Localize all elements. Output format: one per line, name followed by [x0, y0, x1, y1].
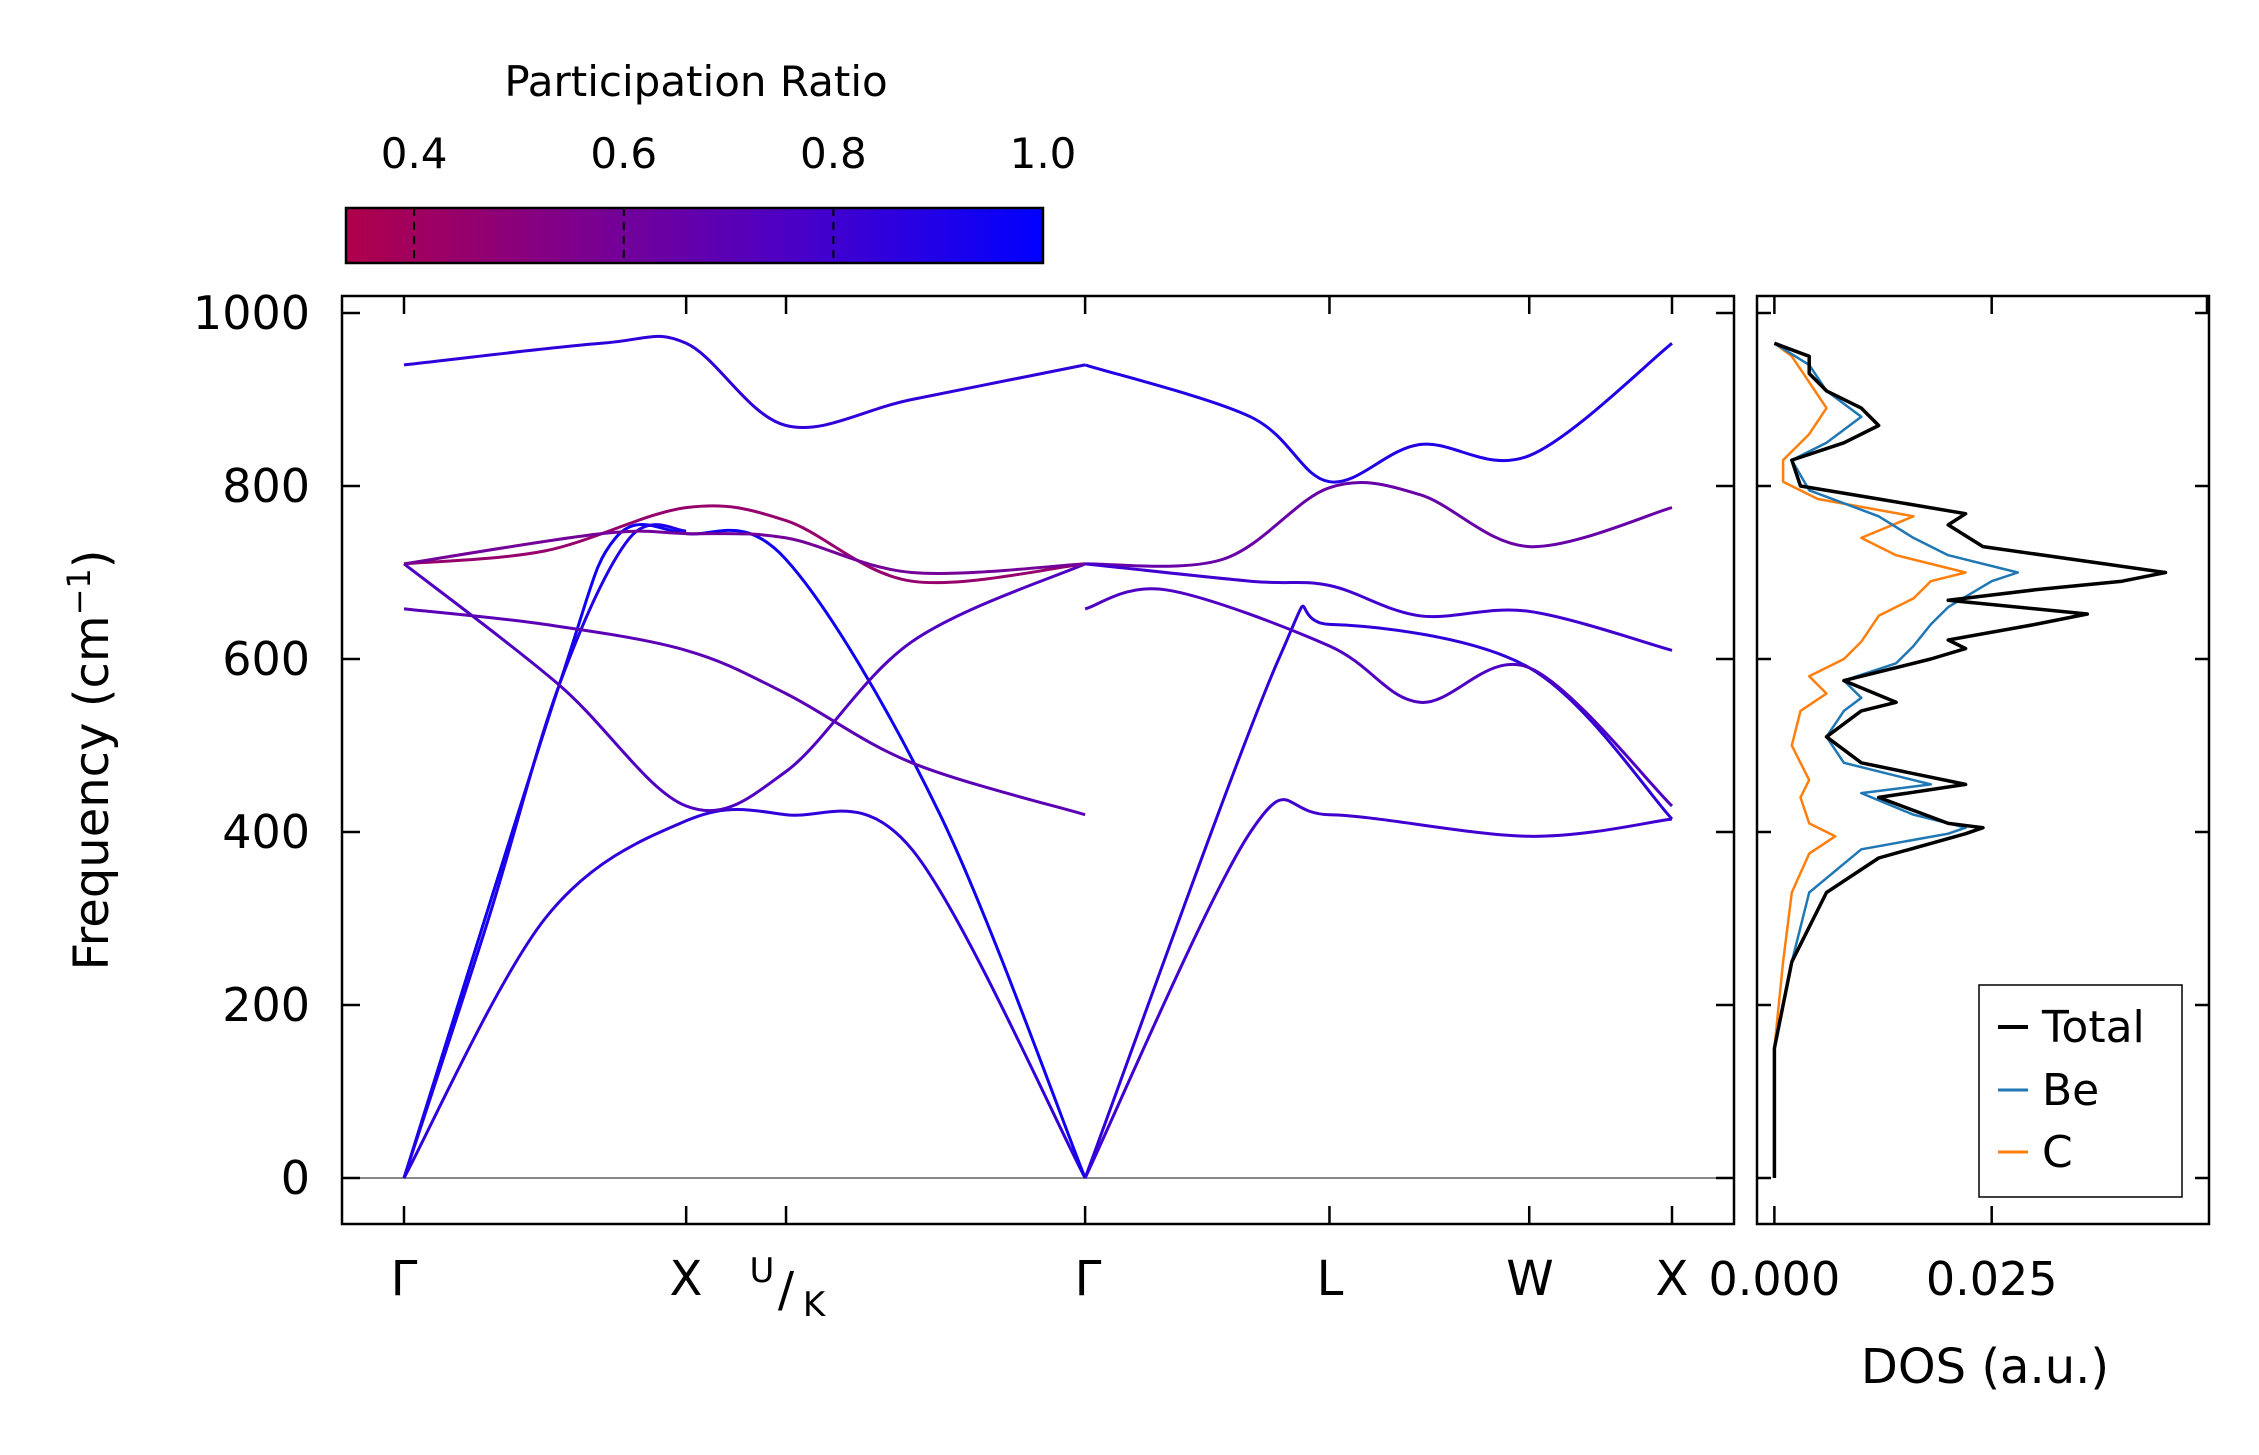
legend-label-be: Be	[2042, 1065, 2099, 1116]
legend-label-total: Total	[2041, 1002, 2145, 1053]
band-branch-13	[1084, 342, 1673, 484]
band-branch-2	[402, 522, 1087, 1179]
band-branch-4	[403, 562, 1086, 813]
band-branch-3	[402, 523, 687, 1179]
band-axes-frame	[340, 294, 1736, 1226]
kpoint-label-x-2: X	[1656, 1251, 1689, 1307]
dos-curves	[1772, 341, 2168, 1178]
kpoint-label-w: W	[1506, 1251, 1553, 1307]
y-tick-label: 200	[222, 978, 310, 1032]
dos-legend: Total Be C	[1978, 984, 2183, 1198]
dos-x-axis-label: DOS (a.u.)	[1861, 1339, 2109, 1395]
band-branch-8	[403, 529, 1086, 575]
y-tick-label: 800	[222, 459, 310, 513]
kpoint-label-x: X	[670, 1251, 703, 1307]
band-branch-14	[1084, 562, 1673, 652]
y-tick-label: 1000	[193, 286, 310, 340]
band-branch-11	[1084, 587, 1674, 808]
dos-ticks: 0.000 0.025	[1709, 296, 2209, 1306]
y-tick-label: 0	[281, 1151, 310, 1205]
dos-x-tick-label: 0.025	[1926, 1252, 2058, 1306]
band-branch-9	[1083, 798, 1673, 1179]
kpoint-label-u: U	[750, 1251, 775, 1291]
dos-panel: 0.000 0.025 DOS (a.u.) Total Be C	[1709, 294, 2211, 1395]
colorbar: Participation Ratio 0.4 0.6 0.8 1.0	[344, 57, 1077, 265]
colorbar-tick-label: 0.4	[381, 129, 448, 178]
dos-x-tick-label: 0.000	[1709, 1252, 1841, 1306]
y-tick-label: 400	[222, 805, 310, 859]
colorbar-gradient	[344, 206, 1045, 265]
kpoint-label-gamma: Γ	[391, 1251, 418, 1307]
y-axis-ticks: 0 200 400 600 800 1000	[193, 286, 1734, 1205]
band-branch-12	[1085, 481, 1673, 568]
colorbar-tick-label: 1.0	[1010, 129, 1077, 178]
y-tick-label: 600	[222, 632, 310, 686]
kpoint-label-k: K	[803, 1285, 827, 1325]
band-branch-5	[403, 607, 1086, 817]
band-branch-6	[403, 504, 1086, 585]
y-axis-label: Frequency (cm−1)	[60, 549, 120, 970]
phonon-bands	[402, 334, 1674, 1179]
dos-axes-frame	[1755, 294, 2211, 1226]
band-branch-10	[1083, 604, 1674, 1179]
kpoint-label-slash: /	[778, 1262, 795, 1318]
colorbar-ticks: 0.4 0.6 0.8 1.0	[381, 129, 1077, 263]
band-branch-7	[403, 334, 1086, 430]
dos-line-c	[1773, 342, 1967, 1178]
kpath-ticks	[402, 296, 1674, 1224]
band-branch-1	[402, 808, 1087, 1179]
colorbar-title: Participation Ratio	[504, 57, 887, 106]
colorbar-tick-label: 0.6	[590, 129, 657, 178]
kpoint-label-gamma-2: Γ	[1075, 1251, 1102, 1307]
legend-label-c: C	[2042, 1127, 2073, 1178]
kpoint-label-l: L	[1317, 1251, 1344, 1307]
dos-line-total	[1772, 341, 2168, 1178]
band-structure-panel: 0 200 400 600 800 1000 Γ X U / K Γ L W X Freq…	[60, 286, 1736, 1325]
colorbar-tick-label: 0.8	[800, 129, 867, 178]
